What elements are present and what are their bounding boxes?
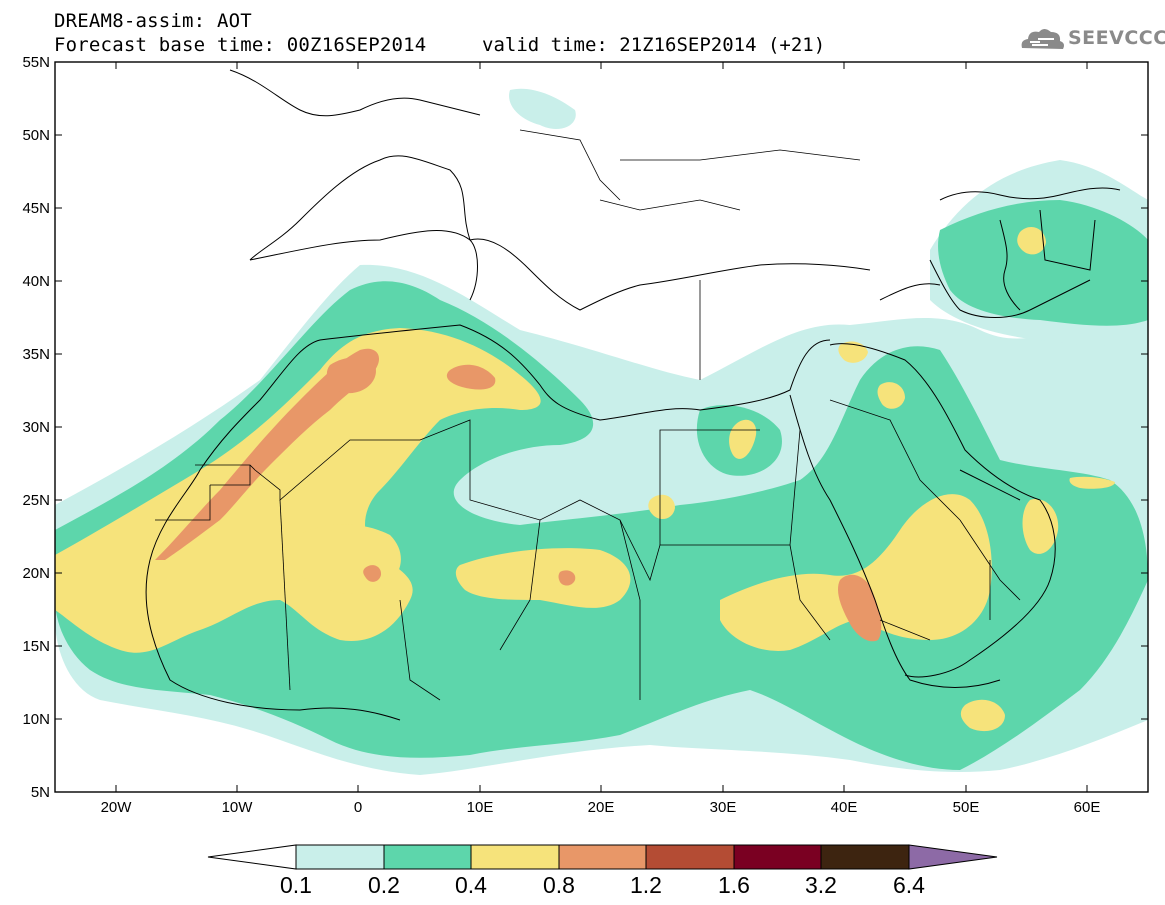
- colorbar-label: 3.2: [805, 872, 837, 898]
- colorbar-label: 1.6: [718, 872, 750, 898]
- logo-text: SEEVCCC: [1068, 27, 1165, 49]
- colorbar-label: 0.8: [543, 872, 575, 898]
- lat-label: 45N: [22, 200, 50, 217]
- lon-label: 60E: [1073, 799, 1101, 816]
- lat-label: 25N: [22, 492, 50, 509]
- coastlines: [145, 69, 1121, 721]
- colorbar-label: 0.2: [368, 872, 400, 898]
- tick-marks: [55, 61, 1148, 792]
- country-borders: [155, 129, 1021, 701]
- lon-label: 50E: [952, 799, 980, 816]
- colorbar-swatch-3-2: [820, 844, 910, 870]
- lat-label: 15N: [22, 638, 50, 655]
- aot-fields: [55, 69, 1148, 775]
- forecast-base-time: Forecast base time: 00Z16SEP2014: [54, 34, 427, 56]
- lon-label: 30E: [709, 799, 737, 816]
- colorbar-label: 1.2: [630, 872, 662, 898]
- colorbar-label: 0.1: [280, 872, 312, 898]
- colorbar-swatch-0-1: [295, 844, 385, 870]
- lon-label: 20W: [100, 799, 132, 816]
- colorbar-swatch-0-4: [470, 844, 560, 870]
- colorbar-swatch-0-2: [383, 844, 472, 870]
- lon-label: 0: [353, 799, 363, 816]
- lat-label: 10N: [22, 711, 50, 728]
- lon-label: 10W: [221, 799, 253, 816]
- valid-time: valid time: 21Z16SEP2014 (+21): [482, 34, 826, 56]
- lat-label: 20N: [22, 565, 50, 582]
- lat-label: 30N: [22, 419, 50, 436]
- lat-label: 50N: [22, 127, 50, 144]
- aot-level-0-4: [55, 227, 1115, 732]
- lat-label: 40N: [22, 273, 50, 290]
- map-title: DREAM8-assim: AOT: [54, 10, 252, 32]
- lat-label: 5N: [30, 784, 50, 801]
- colorbar-label: 6.4: [893, 872, 925, 898]
- colorbar-swatch-1-2: [645, 844, 735, 870]
- cloud-icon: [1021, 29, 1064, 49]
- lon-label: 10E: [466, 799, 494, 816]
- colorbar-over-triangle: [908, 844, 998, 870]
- colorbar: [207, 844, 998, 870]
- colorbar-label: 0.4: [455, 872, 487, 898]
- lat-label: 55N: [22, 54, 50, 71]
- lon-label: 20E: [587, 799, 615, 816]
- colorbar-swatch-0-8: [558, 844, 647, 870]
- aot-level-0-8: [155, 348, 882, 642]
- colorbar-swatch-1-6: [733, 844, 822, 870]
- colorbar-under-triangle: [207, 844, 297, 870]
- lon-label: 40E: [830, 799, 858, 816]
- lat-label: 35N: [22, 346, 50, 363]
